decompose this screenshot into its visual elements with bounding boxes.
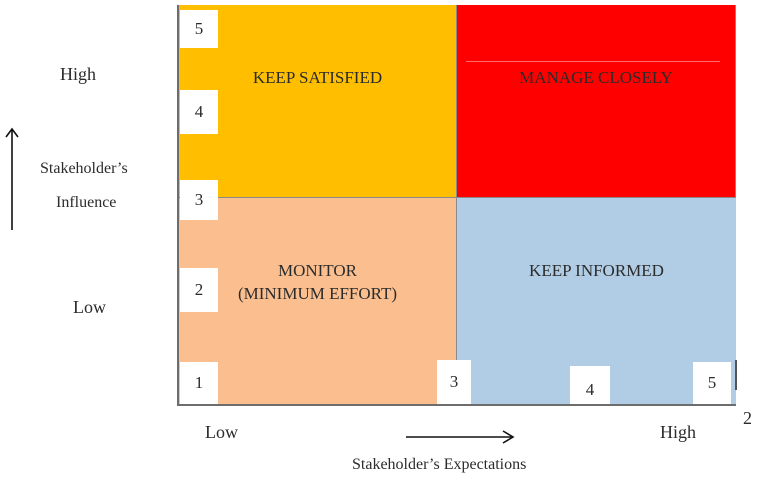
quadrant-manage-closely-label: MANAGE CLOSELY [519, 68, 673, 87]
quadrant-monitor-sublabel: (MINIMUM EFFORT) [237, 283, 398, 303]
up-arrow-icon [5, 127, 19, 230]
quadrant-divider-line [466, 61, 720, 62]
x-axis-title: Stakeholder’s Expectations [352, 456, 527, 473]
y-axis-high-label: High [60, 64, 96, 84]
x-axis-line [177, 404, 736, 406]
y-tick-3: 3 [180, 180, 218, 220]
x-tick-4: 4 [570, 366, 610, 404]
y-axis-title-line2: Influence [56, 194, 117, 211]
x-tick-3: 3 [437, 360, 471, 404]
right-edge-tick [735, 360, 737, 390]
y-tick-1: 1 [180, 362, 218, 404]
right-arrow-icon [406, 430, 515, 444]
quadrant-monitor: MONITOR (MINIMUM EFFORT) [178, 197, 457, 405]
x-axis-high-label: High [660, 422, 696, 442]
quadrant-monitor-text: MONITOR (MINIMUM EFFORT) [238, 260, 397, 306]
y-axis-low-label: Low [73, 297, 106, 317]
quadrant-keep-satisfied: KEEP SATISFIED [178, 5, 457, 197]
quadrant-monitor-label: MONITOR [277, 261, 357, 280]
y-tick-4: 4 [180, 90, 218, 134]
x-axis-low-label: Low [205, 422, 238, 442]
y-tick-5: 5 [180, 10, 218, 48]
y-tick-2: 2 [180, 268, 218, 312]
stray-number-label: 2 [743, 408, 752, 428]
quadrant-keep-satisfied-label: KEEP SATISFIED [252, 68, 383, 87]
y-axis-line [177, 5, 179, 405]
quadrant-manage-closely: MANAGE CLOSELY [456, 5, 736, 197]
y-axis-title-line1: Stakeholder’s [40, 160, 128, 177]
quadrant-keep-informed-label: KEEP INFORMED [529, 261, 664, 280]
x-tick-5: 5 [693, 362, 731, 404]
